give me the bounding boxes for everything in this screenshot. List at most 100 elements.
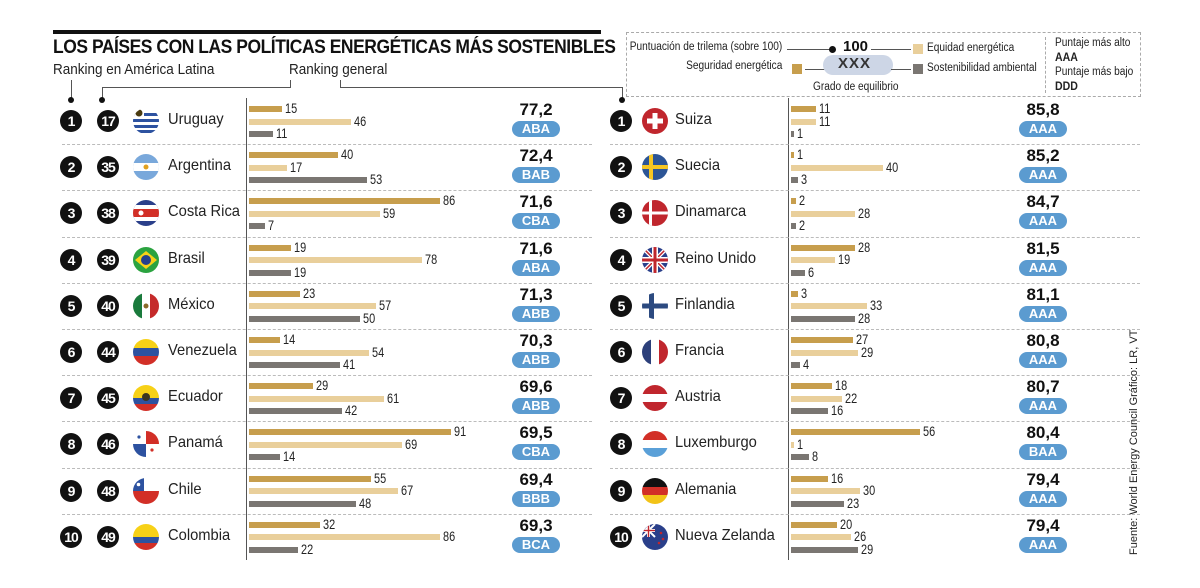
security-value-label: 1 xyxy=(797,146,804,163)
colombia-flag-icon xyxy=(133,523,159,550)
equity-value-label: 26 xyxy=(853,528,866,545)
austria-flag-icon xyxy=(642,385,668,412)
finlandia-flag-icon xyxy=(642,292,668,319)
trilemma-score: 69,6 xyxy=(519,377,553,397)
equity-value-label: 57 xyxy=(378,297,391,314)
security-bar xyxy=(791,383,833,390)
country-name: Colombia xyxy=(168,526,231,544)
equity-value-label: 33 xyxy=(869,297,883,314)
security-bar xyxy=(249,429,452,436)
security-value-label: 28 xyxy=(858,238,871,255)
latam-rank-badge: 4 xyxy=(610,248,632,271)
equity-bar xyxy=(249,488,398,495)
security-value-label: 91 xyxy=(454,423,467,440)
country-name: Luxemburgo xyxy=(675,434,757,452)
equity-bar xyxy=(791,164,883,171)
country-name: Panamá xyxy=(168,434,223,452)
balance-grade-badge: AAA xyxy=(1019,259,1067,276)
latam-rank-badge: 6 xyxy=(610,341,632,363)
equity-value-label: 67 xyxy=(400,482,413,499)
sustainability-value-label: 28 xyxy=(858,309,871,326)
connector-latam xyxy=(71,80,72,100)
legend-equity-swatch xyxy=(913,44,923,54)
sustainability-value-label: 8 xyxy=(812,448,819,465)
general-rank-badge: 35 xyxy=(97,156,119,179)
balance-grade-badge: ABB xyxy=(512,352,560,368)
balance-grade-badge: BAB xyxy=(512,167,560,184)
equity-value-label: 19 xyxy=(837,251,850,268)
trilemma-score: 71,6 xyxy=(519,238,553,258)
equity-bar xyxy=(791,303,867,310)
row-divider xyxy=(610,236,1140,238)
equity-bar xyxy=(249,303,376,310)
country-name: Suecia xyxy=(675,157,721,175)
trilemma-score: 85,2 xyxy=(1026,146,1060,166)
security-bar xyxy=(791,198,796,205)
suecia-flag-icon xyxy=(642,154,668,181)
latam-rank-badge: 7 xyxy=(610,387,632,410)
equity-value-label: 69 xyxy=(405,435,418,452)
equity-value-label: 59 xyxy=(382,204,396,221)
dinamarca-flag-icon xyxy=(642,200,668,227)
trilemma-score: 80,4 xyxy=(1026,423,1060,443)
connector-line xyxy=(102,87,103,99)
ecuador-flag-icon xyxy=(133,385,159,412)
security-value-label: 55 xyxy=(374,469,387,486)
legend-grade-label: Grado de equilibrio xyxy=(813,81,899,93)
legend-equity-label: Equidad energética xyxy=(927,42,1015,54)
equity-bar xyxy=(249,118,352,125)
row-divider xyxy=(62,467,592,469)
legend-box: Puntuación de trilema (sobre 100) 100 Eq… xyxy=(626,32,1141,97)
row-divider xyxy=(610,421,1140,423)
equity-bar xyxy=(249,534,440,541)
sustainability-value-label: 23 xyxy=(846,494,860,511)
balance-grade-badge: AAA xyxy=(1019,121,1067,137)
equity-bar xyxy=(791,534,851,541)
trilemma-score: 80,8 xyxy=(1026,331,1060,350)
latam-rank-badge: 5 xyxy=(610,294,632,317)
chile-flag-icon xyxy=(133,477,159,504)
latam-rank-badge: 1 xyxy=(60,110,82,132)
country-name: Reino Unido xyxy=(675,249,757,267)
security-value-label: 2 xyxy=(798,192,805,209)
security-value-label: 15 xyxy=(285,100,298,116)
legend-trilemma-example: 100 xyxy=(843,38,869,55)
country-name: México xyxy=(168,295,215,313)
equity-value-label: 30 xyxy=(863,482,876,499)
latam-rank-badge: 5 xyxy=(60,294,82,317)
legend-line xyxy=(871,49,911,50)
legend-lowest-label: Puntaje más bajo xyxy=(1055,66,1134,78)
connector-dot xyxy=(99,97,105,103)
row-divider xyxy=(62,144,592,146)
legend-line xyxy=(891,69,911,70)
general-rank-badge: 17 xyxy=(97,110,119,132)
brasil-flag-icon xyxy=(133,246,159,273)
source-note: Fuente: World Energy Council Gráfico: LR… xyxy=(1128,329,1140,555)
row-divider xyxy=(610,513,1140,515)
trilemma-score: 69,5 xyxy=(519,423,553,443)
connector-general-right xyxy=(340,80,341,88)
francia-flag-icon xyxy=(642,339,668,365)
sustainability-value-label: 42 xyxy=(345,402,358,419)
connector-line xyxy=(340,87,623,88)
general-rank-badge: 39 xyxy=(97,248,119,271)
balance-grade-badge: BBB xyxy=(512,490,560,507)
sustainability-bar xyxy=(249,362,341,368)
security-value-label: 20 xyxy=(840,515,853,532)
country-name: Finlandia xyxy=(675,295,735,313)
latam-rank-badge: 10 xyxy=(60,525,82,548)
equity-bar xyxy=(249,441,403,448)
uruguay-flag-icon xyxy=(133,108,159,134)
security-value-label: 23 xyxy=(303,284,316,301)
sustainability-bar xyxy=(791,362,801,368)
security-value-label: 16 xyxy=(830,469,843,486)
security-bar xyxy=(249,290,301,297)
trilemma-score: 84,7 xyxy=(1026,192,1060,212)
suiza-flag-icon xyxy=(642,108,668,134)
trilemma-score: 81,5 xyxy=(1026,238,1060,258)
trilemma-score: 70,3 xyxy=(519,331,553,350)
legend-trilemma-label: Puntuación de trilema (sobre 100) xyxy=(629,41,782,53)
country-name: Chile xyxy=(168,480,202,498)
sustainability-value-label: 2 xyxy=(798,217,805,234)
legend-security-label: Seguridad energética xyxy=(685,60,782,72)
